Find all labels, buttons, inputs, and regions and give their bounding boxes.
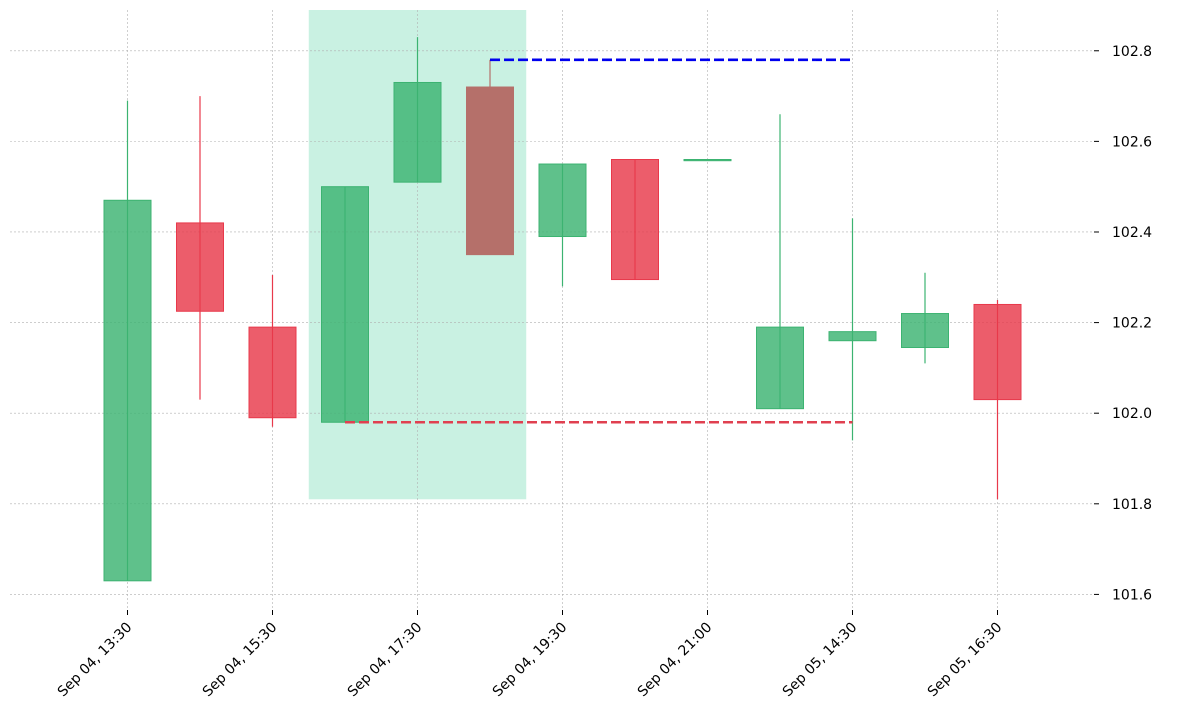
- candle: [901, 272, 949, 364]
- x-tick-label: Sep 05, 14:30: [780, 620, 861, 701]
- candle: [756, 114, 804, 410]
- y-tick-label: 101.8: [1112, 497, 1152, 513]
- candle-body: [248, 326, 297, 419]
- candle: [248, 275, 297, 427]
- y-tick-label: 102.8: [1112, 44, 1152, 60]
- candle-body: [611, 159, 659, 281]
- candle: [538, 163, 587, 287]
- candle: [611, 159, 659, 281]
- levels-layer: [345, 58, 853, 424]
- grid-layer: [10, 10, 1093, 608]
- candle-body: [828, 331, 877, 342]
- candles-layer: [103, 37, 1022, 582]
- candle: [828, 218, 877, 441]
- x-tick-label: Sep 04, 13:30: [55, 620, 136, 701]
- candle: [683, 159, 732, 162]
- x-tick-label: Sep 04, 17:30: [345, 620, 426, 701]
- y-tick-label: 101.6: [1112, 587, 1152, 603]
- candle-body: [321, 186, 369, 423]
- candle: [321, 186, 369, 423]
- candle-body: [176, 222, 224, 312]
- candle: [973, 299, 1022, 500]
- x-tick-label: Sep 04, 21:00: [635, 620, 716, 701]
- candle-body: [103, 199, 152, 582]
- candle-body: [901, 313, 949, 349]
- candle-body: [973, 303, 1022, 401]
- x-tick-label: Sep 04, 19:30: [490, 620, 571, 701]
- candle-body: [393, 81, 442, 183]
- candle: [176, 96, 224, 400]
- y-tick-label: 102.2: [1112, 316, 1152, 332]
- x-tick-label: Sep 05, 16:30: [925, 620, 1006, 701]
- candle-body: [466, 86, 514, 256]
- candle: [103, 100, 152, 582]
- candle-body: [538, 163, 587, 238]
- y-tick-label: 102.6: [1112, 134, 1152, 150]
- candle: [393, 37, 442, 183]
- candle: [466, 59, 514, 256]
- x-tick-label: Sep 04, 15:30: [200, 620, 281, 701]
- y-tick-label: 102.0: [1112, 406, 1152, 422]
- y-axis: 101.6 101.8 102.0 102.2 102.4 102.6 102.8: [1094, 44, 1152, 603]
- y-tick-label: 102.4: [1112, 225, 1152, 241]
- x-axis: Sep 04, 13:30 Sep 04, 15:30 Sep 04, 17:30 S…: [55, 610, 1006, 701]
- candle-body: [683, 159, 732, 162]
- candle-body: [756, 326, 804, 410]
